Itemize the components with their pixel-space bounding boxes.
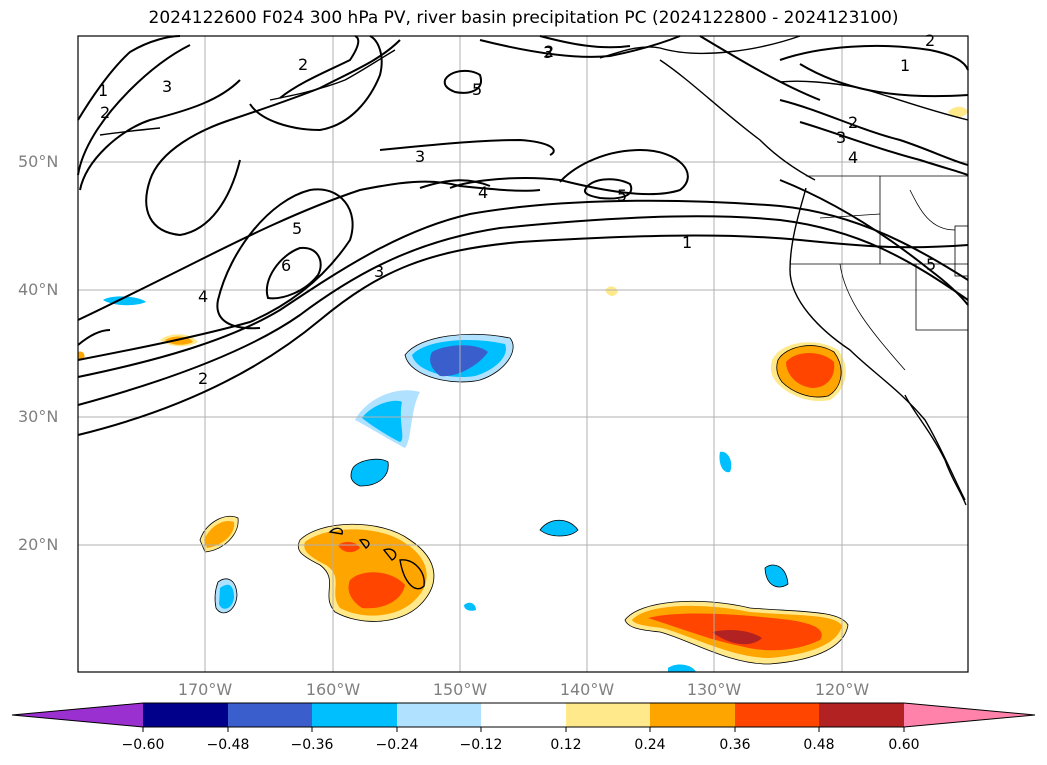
pv-contours: [77, 35, 969, 436]
colorbar-segment: [228, 703, 312, 727]
colorbar-segment: [650, 703, 735, 727]
colorbar-tick-label: 0.60: [888, 737, 920, 753]
contour-label: 3: [836, 128, 846, 147]
colorbar-tick-label: 0.36: [719, 737, 751, 753]
latitude-label: 40°N: [18, 280, 59, 299]
colorbar-segment: [735, 703, 819, 727]
contour-label: 4: [848, 148, 858, 167]
colorbar-tick-label: 0.48: [803, 737, 835, 753]
contour-label: 2: [298, 55, 308, 74]
colorbar-tick-label: −0.48: [206, 737, 250, 753]
colorbar-tick-label: −0.36: [290, 737, 334, 753]
longitude-label: 160°W: [305, 680, 361, 699]
contour-label: 2: [925, 31, 935, 50]
latitude-label: 30°N: [18, 407, 59, 426]
colorbar-segment: [566, 703, 650, 727]
contour-label: 2: [100, 103, 110, 122]
contour-label: 3: [374, 262, 384, 281]
contour-label: 2: [198, 369, 208, 388]
contour-label: 5: [472, 80, 482, 99]
colorbar-tick-label: −0.60: [121, 737, 165, 753]
contour-label: 4: [478, 183, 488, 202]
longitude-label: 150°W: [432, 680, 488, 699]
longitude-label: 170°W: [177, 680, 233, 699]
contour-label: 5: [617, 186, 627, 205]
colorbar-tick-label: −0.12: [459, 737, 503, 753]
map-gridlines: [78, 36, 968, 672]
contour-label: 1: [900, 56, 910, 75]
state-borders: [790, 175, 969, 371]
longitude-label: 130°W: [686, 680, 742, 699]
contour-label: 1: [682, 233, 692, 252]
precipitation-outlines: [199, 333, 849, 665]
colorbar-tick-label: 0.12: [550, 737, 582, 753]
colorbar: [11, 702, 1036, 732]
colorbar-segment: [397, 703, 481, 727]
contour-label: 4: [198, 287, 208, 306]
contour-label: 2: [848, 113, 858, 132]
contour-label: 3: [162, 77, 172, 96]
map-frame: [77, 35, 969, 673]
colorbar-tick-label: 0.24: [634, 737, 666, 753]
contour-label: 5: [292, 219, 302, 238]
longitude-label: 120°W: [814, 680, 870, 699]
contour-labels: 1 1 1 2 2 2 2 2 2 3 3 3 3 3 4 4 4 5 5 5 …: [98, 31, 936, 388]
colorbar-extend-high: [904, 703, 1035, 727]
colorbar-segment: [819, 703, 904, 727]
contour-label: 2: [544, 42, 554, 61]
contour-label: 5: [926, 255, 936, 274]
colorbar-tick-label: −0.24: [375, 737, 419, 753]
colorbar-segment: [312, 703, 397, 727]
coastlines: [99, 35, 969, 590]
contour-label: 1: [98, 81, 108, 100]
colorbar-extend-low: [12, 703, 143, 727]
latitude-label: 50°N: [18, 152, 59, 171]
longitude-label: 140°W: [559, 680, 615, 699]
contour-label: 3: [415, 147, 425, 166]
precipitation-shading: [78, 106, 968, 672]
contour-label: 3: [543, 43, 553, 62]
colorbar-segment: [143, 703, 228, 727]
latitude-label: 20°N: [18, 535, 59, 554]
contour-label: 6: [281, 256, 291, 275]
colorbar-segment: [481, 703, 566, 727]
map-title: 2024122600 F024 300 hPa PV, river basin …: [148, 8, 899, 28]
